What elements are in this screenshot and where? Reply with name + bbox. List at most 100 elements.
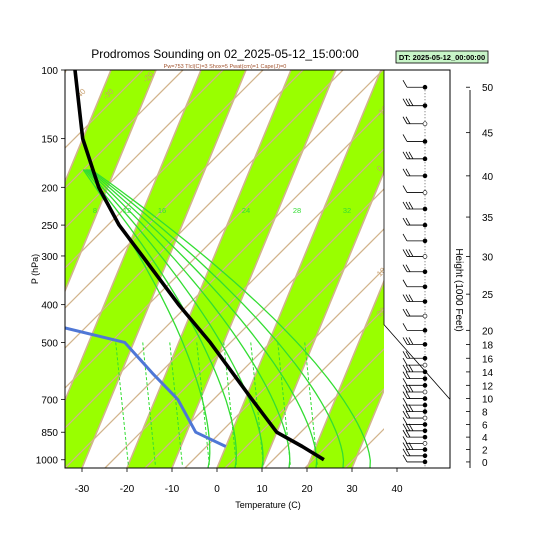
- wind-barb: [402, 364, 428, 375]
- wind-barb-dot: [422, 369, 428, 375]
- wind-barb-dot: [422, 328, 428, 333]
- y-tick-label: 250: [41, 221, 58, 232]
- wind-barb-flag: [402, 417, 408, 425]
- wind-barb: [402, 185, 428, 195]
- wind-barb-flag: [408, 423, 414, 432]
- moist-adiabat-label: 32: [343, 206, 351, 215]
- dry-adiabat-line: [264, 348, 384, 468]
- isotherm-band: [487, 70, 540, 468]
- wind-barb-dot: [422, 190, 428, 195]
- wind-barb-flag: [405, 448, 411, 456]
- y-tick-label: 700: [41, 395, 58, 406]
- wind-barb-dot: [422, 121, 428, 127]
- wind-barb-flag: [402, 134, 408, 142]
- wind-barb: [402, 323, 428, 333]
- wind-barb-flag: [402, 442, 408, 450]
- wind-barb-flag: [408, 404, 414, 412]
- wind-barb-flag: [405, 423, 411, 432]
- wind-barb-dot: [422, 441, 428, 446]
- y2-tick-label: 35: [482, 213, 494, 224]
- wind-barb-flag: [402, 185, 408, 193]
- axes: -30 -20 -10 0 10 20 30 401001502002503004005007…: [36, 66, 494, 495]
- chart-subtitle: Pw=753 Tlcl(C)=3 Shox=5 Pwat(cm)=1 Cape(…: [164, 64, 287, 70]
- wind-barb-dot: [422, 459, 428, 465]
- x-tick-label: 10: [256, 484, 268, 495]
- dry-adiabat-line: [65, 70, 344, 349]
- wind-barb: [402, 249, 428, 259]
- wind-barb-dot: [422, 284, 428, 290]
- wind-barb: [402, 371, 428, 381]
- wind-barb-flag: [405, 429, 411, 438]
- isotherm-label: 20: [375, 305, 388, 318]
- isotherm-label: -10: [375, 103, 390, 118]
- wind-barb-dot: [422, 362, 428, 368]
- wind-barb-dot: [422, 342, 428, 347]
- wind-barb: [402, 279, 428, 290]
- wind-barb: [402, 168, 428, 179]
- x-tick-label: 20: [301, 484, 313, 495]
- dry-adiabat-line: [65, 70, 144, 149]
- wind-barb-dot: [422, 173, 428, 179]
- y2-tick-label: 18: [482, 340, 494, 351]
- wind-barb-flag: [405, 168, 411, 177]
- dry-adiabat-line: [65, 70, 224, 229]
- wind-barb-flag: [402, 404, 408, 412]
- wind-barb-flag: [402, 384, 408, 393]
- y-tick-label: 850: [41, 428, 58, 439]
- y2-tick-label: 4: [482, 433, 488, 444]
- wind-barb-flag: [402, 151, 408, 160]
- wind-barb: [402, 429, 428, 440]
- y2-tick-label: 14: [482, 368, 494, 379]
- wind-barb-flag: [405, 410, 411, 419]
- wind-barb: [402, 423, 428, 434]
- wind-barb-flag: [402, 351, 408, 359]
- y2-tick-label: 6: [482, 420, 488, 431]
- wind-barb-flag: [402, 391, 408, 399]
- x-tick-label: 30: [346, 484, 358, 495]
- dry-adiabat-line: [465, 48, 540, 468]
- isotherm-band: [397, 70, 540, 468]
- wind-barb-dot: [422, 376, 428, 381]
- wind-barb-flag: [405, 98, 411, 106]
- wind-barb: [402, 201, 428, 212]
- wind-barb-flag: [405, 217, 411, 226]
- x-tick-label: 40: [391, 484, 403, 495]
- temperature-profile: [73, 70, 325, 462]
- wind-barb-dot: [422, 84, 428, 90]
- wind-barb-flag: [402, 454, 408, 463]
- wind-barb-flag: [405, 249, 411, 257]
- wind-barb-dot: [422, 269, 428, 275]
- wind-barb-dot: [422, 422, 428, 427]
- wind-barb-flag: [408, 364, 414, 373]
- y-tick-label: 1000: [36, 456, 59, 467]
- moist-adiabat-line: [89, 168, 345, 468]
- isotherm-band: [65, 70, 246, 468]
- wind-barb: [402, 378, 428, 388]
- wind-barb-dot: [422, 428, 428, 434]
- dry-adiabat-line: [144, 228, 384, 468]
- wind-barb-flag: [405, 337, 411, 345]
- y2-tick-label: 12: [482, 381, 494, 392]
- moist-adiabat-line: [86, 169, 291, 468]
- wind-barb-flag: [402, 323, 408, 331]
- wind-barb: [402, 151, 428, 162]
- wind-barb-dot: [422, 453, 428, 459]
- wind-barb: [402, 80, 428, 90]
- isotherm-line: [487, 70, 540, 468]
- isotherm-label: 0: [375, 164, 385, 174]
- wind-barb: [402, 357, 428, 368]
- isotherm-line: [351, 388, 384, 468]
- wind-barb: [402, 436, 428, 446]
- isotherm-line: [126, 70, 292, 468]
- wind-barb-dot: [422, 355, 428, 361]
- wind-barb-dot: [422, 222, 428, 228]
- moist-adiabat-line: [90, 168, 371, 468]
- dry-adiabat-line: [184, 268, 384, 468]
- wind-barb-flag: [405, 384, 411, 393]
- moist-adiabat-line: [88, 169, 318, 468]
- wind-barb-flag: [408, 294, 414, 302]
- mixing-ratio-line: [115, 342, 129, 465]
- y2-tick-label: 2: [482, 446, 488, 457]
- y2-tick-label: 10: [482, 395, 494, 406]
- wind-barb: [402, 417, 428, 427]
